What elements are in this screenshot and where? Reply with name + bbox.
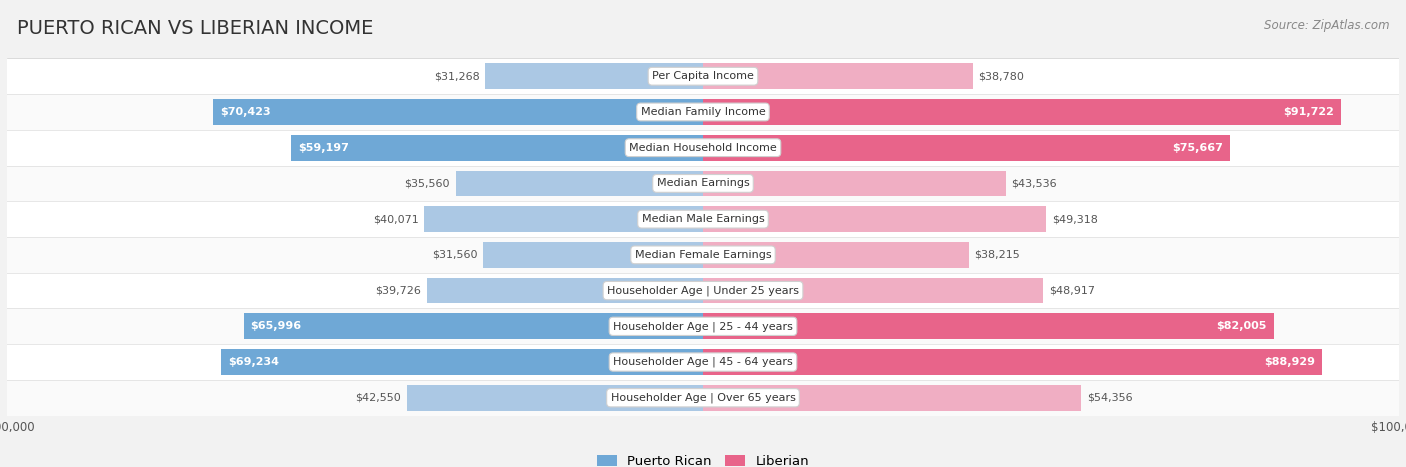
Bar (484, 242, 703, 268)
Bar (0, 237, 1406, 273)
Bar (703, 278, 1043, 304)
Text: $35,560: $35,560 (405, 178, 450, 188)
Text: Median Earnings: Median Earnings (657, 178, 749, 188)
Bar (703, 349, 1322, 375)
Text: $70,423: $70,423 (219, 107, 270, 117)
Bar (0, 130, 1406, 165)
Bar (0, 344, 1406, 380)
Bar (425, 206, 703, 232)
Text: $31,560: $31,560 (432, 250, 478, 260)
Bar (703, 99, 1341, 125)
Text: Per Capita Income: Per Capita Income (652, 71, 754, 81)
Text: $82,005: $82,005 (1216, 321, 1267, 331)
Text: $54,356: $54,356 (1087, 393, 1132, 403)
Bar (243, 313, 703, 339)
Text: Householder Age | Over 65 years: Householder Age | Over 65 years (610, 393, 796, 403)
Bar (703, 64, 973, 89)
Text: Median Family Income: Median Family Income (641, 107, 765, 117)
Text: $40,071: $40,071 (373, 214, 419, 224)
Legend: Puerto Rican, Liberian: Puerto Rican, Liberian (592, 449, 814, 467)
Bar (0, 308, 1406, 344)
Text: Householder Age | 45 - 64 years: Householder Age | 45 - 64 years (613, 357, 793, 367)
Bar (703, 385, 1081, 410)
Bar (0, 165, 1406, 201)
Bar (485, 64, 703, 89)
Bar (703, 242, 969, 268)
Bar (426, 278, 703, 304)
Bar (703, 206, 1046, 232)
Text: Householder Age | Under 25 years: Householder Age | Under 25 years (607, 285, 799, 296)
Text: Median Male Earnings: Median Male Earnings (641, 214, 765, 224)
Text: $31,268: $31,268 (434, 71, 479, 81)
Bar (703, 170, 1007, 196)
Text: $88,929: $88,929 (1264, 357, 1315, 367)
Text: Source: ZipAtlas.com: Source: ZipAtlas.com (1264, 19, 1389, 32)
Bar (406, 385, 703, 410)
Text: $59,197: $59,197 (298, 143, 349, 153)
Text: $38,215: $38,215 (974, 250, 1021, 260)
Bar (212, 99, 703, 125)
Text: $42,550: $42,550 (356, 393, 401, 403)
Bar (0, 94, 1406, 130)
Bar (703, 135, 1230, 161)
Bar (456, 170, 703, 196)
Text: $69,234: $69,234 (228, 357, 280, 367)
Text: Median Female Earnings: Median Female Earnings (634, 250, 772, 260)
Bar (0, 58, 1406, 94)
Bar (0, 273, 1406, 308)
Text: $65,996: $65,996 (250, 321, 302, 331)
Bar (0, 380, 1406, 416)
Text: $38,780: $38,780 (979, 71, 1025, 81)
Text: $48,917: $48,917 (1049, 286, 1095, 296)
Bar (291, 135, 703, 161)
Text: $75,667: $75,667 (1171, 143, 1223, 153)
Text: $49,318: $49,318 (1052, 214, 1098, 224)
Text: Median Household Income: Median Household Income (628, 143, 778, 153)
Text: $91,722: $91,722 (1284, 107, 1334, 117)
Text: PUERTO RICAN VS LIBERIAN INCOME: PUERTO RICAN VS LIBERIAN INCOME (17, 19, 373, 38)
Text: $43,536: $43,536 (1011, 178, 1057, 188)
Bar (703, 313, 1274, 339)
Bar (221, 349, 703, 375)
Text: $39,726: $39,726 (375, 286, 420, 296)
Bar (0, 201, 1406, 237)
Text: Householder Age | 25 - 44 years: Householder Age | 25 - 44 years (613, 321, 793, 332)
